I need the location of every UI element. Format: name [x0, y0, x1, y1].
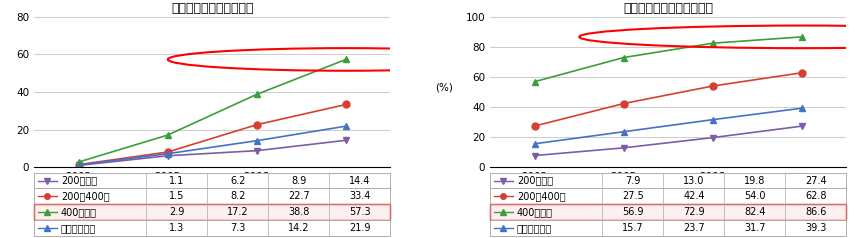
Text: 6.2: 6.2 [230, 176, 245, 186]
Text: 13.0: 13.0 [683, 176, 705, 186]
Text: 一般病院全体: 一般病院全体 [517, 223, 552, 233]
Text: 21.9: 21.9 [349, 223, 371, 233]
Text: 17.2: 17.2 [227, 207, 249, 217]
Text: 1.5: 1.5 [169, 191, 185, 201]
Bar [34, 204, 391, 220]
Bar [34, 204, 391, 220]
Bar [34, 188, 391, 204]
Text: 57.3: 57.3 [349, 207, 371, 217]
Text: 1.3: 1.3 [169, 223, 185, 233]
Bar [490, 220, 846, 236]
Text: 31.7: 31.7 [744, 223, 766, 233]
Text: 200床未満: 200床未満 [61, 176, 97, 186]
Text: 27.4: 27.4 [805, 176, 827, 186]
Text: 2.9: 2.9 [169, 207, 185, 217]
Text: 400床以上: 400床以上 [61, 207, 97, 217]
Text: 56.9: 56.9 [622, 207, 644, 217]
Text: 14.4: 14.4 [349, 176, 370, 186]
Text: 72.9: 72.9 [683, 207, 705, 217]
Bar [490, 204, 846, 220]
Text: 22.7: 22.7 [288, 191, 310, 201]
Text: 7.3: 7.3 [230, 223, 245, 233]
Text: 8.9: 8.9 [292, 176, 307, 186]
Text: 62.8: 62.8 [805, 191, 827, 201]
Text: 15.7: 15.7 [622, 223, 644, 233]
Bar [490, 204, 846, 220]
Title: 【電子カルテシステム】: 【電子カルテシステム】 [171, 2, 254, 15]
Title: 【オーダリングシステム】: 【オーダリングシステム】 [623, 2, 713, 15]
Text: 7.9: 7.9 [625, 176, 640, 186]
Text: 8.2: 8.2 [230, 191, 245, 201]
Text: 200床未満: 200床未満 [517, 176, 553, 186]
Text: 86.6: 86.6 [805, 207, 827, 217]
Bar [490, 173, 846, 188]
Bar [34, 173, 391, 188]
Text: 一般病院全体: 一般病院全体 [61, 223, 96, 233]
Text: 400床以上: 400床以上 [517, 207, 553, 217]
Text: 14.2: 14.2 [288, 223, 310, 233]
Text: 200～400床: 200～400床 [61, 191, 109, 201]
Text: 54.0: 54.0 [744, 191, 766, 201]
Text: 200～400床: 200～400床 [517, 191, 565, 201]
Text: 19.8: 19.8 [744, 176, 765, 186]
Text: 1.1: 1.1 [169, 176, 185, 186]
Text: 33.4: 33.4 [349, 191, 370, 201]
Y-axis label: (%): (%) [435, 82, 453, 92]
Text: 39.3: 39.3 [805, 223, 827, 233]
Text: 42.4: 42.4 [683, 191, 705, 201]
Bar [490, 188, 846, 204]
Text: 38.8: 38.8 [288, 207, 310, 217]
Text: 82.4: 82.4 [744, 207, 766, 217]
Bar [34, 220, 391, 236]
Text: 23.7: 23.7 [683, 223, 705, 233]
Text: 27.5: 27.5 [622, 191, 644, 201]
